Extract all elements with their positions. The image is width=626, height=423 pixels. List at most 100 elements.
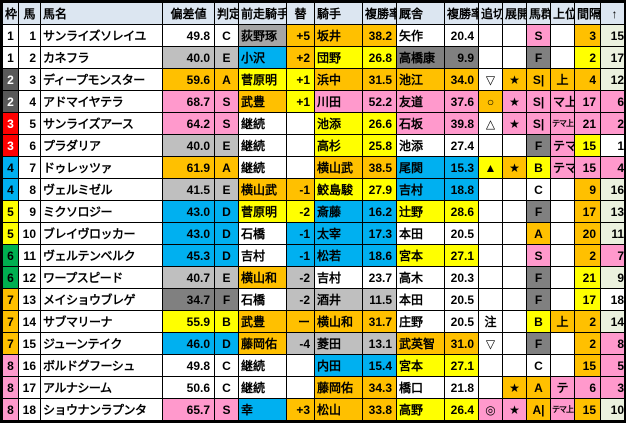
cell-pace-star bbox=[502, 266, 527, 289]
cell-jockey-place-rate: 18.6 bbox=[362, 244, 397, 267]
cell-workout-mark bbox=[478, 46, 503, 69]
cell-horse-number: 14 bbox=[18, 310, 41, 333]
cell-stable-place-rate: 34.0 bbox=[444, 68, 479, 91]
cell-grade: E bbox=[214, 134, 239, 157]
cell-change bbox=[286, 156, 315, 179]
cell-horse-name: ディープモンスター bbox=[40, 68, 163, 91]
cell-jockey: 川田 bbox=[314, 90, 363, 113]
cell-stable-place-rate: 26.4 bbox=[444, 398, 479, 421]
cell-top-mark: テマ上 bbox=[550, 398, 575, 421]
cell-workout-mark bbox=[478, 134, 503, 157]
cell-grade: E bbox=[214, 46, 239, 69]
cell-deviation: 49.8 bbox=[162, 354, 215, 377]
cell-up-rank: 1 bbox=[600, 134, 624, 157]
cell-jockey-place-rate: 31.7 bbox=[362, 310, 397, 333]
cell-pace-star: ★ bbox=[502, 68, 527, 91]
cell-jockey-place-rate: 38.2 bbox=[362, 24, 397, 47]
cell-prev-jockey: 横山和 bbox=[238, 266, 287, 289]
cell-interval: 21 bbox=[574, 112, 601, 135]
cell-interval: 17 bbox=[574, 90, 601, 113]
cell-grade: S bbox=[214, 90, 239, 113]
cell-horse-number: 15 bbox=[18, 332, 41, 355]
table-row: 1 2 カネフラ 40.0 E 小沢 +2 団野 26.8 高橋康 9.9 F 2 17 bbox=[2, 46, 624, 69]
cell-interval: 15 bbox=[574, 134, 601, 157]
cell-change: -4 bbox=[286, 332, 315, 355]
cell-stable-place-rate: 27.4 bbox=[444, 134, 479, 157]
cell-grade: D bbox=[214, 200, 239, 223]
cell-workout-mark: ▲ bbox=[478, 156, 503, 179]
cell-pace-star bbox=[502, 288, 527, 311]
table-row: 6 11 ヴェルテンベルク 45.3 D 吉村 -1 松若 18.6 宮本 27.1 S 2 7 bbox=[2, 244, 624, 267]
cell-horse-number: 4 bbox=[18, 90, 41, 113]
cell-workout-mark bbox=[478, 222, 503, 245]
cell-prev-jockey: 石橋 bbox=[238, 222, 287, 245]
cell-interval: 17 bbox=[574, 200, 601, 223]
col-header-stable-place-rate: 複勝率 bbox=[444, 2, 479, 25]
cell-top-mark bbox=[550, 46, 575, 69]
cell-stable-place-rate: 9.9 bbox=[444, 46, 479, 69]
table-row: 8 16 ボルドグフーシュ 49.8 C 継続 内田 15.4 宮本 27.1 C 15 5 bbox=[2, 354, 624, 377]
cell-up-rank: 12 bbox=[600, 68, 624, 91]
cell-stable-place-rate: 20.5 bbox=[444, 310, 479, 333]
cell-top-mark bbox=[550, 288, 575, 311]
cell-top-mark bbox=[550, 24, 575, 47]
cell-horse-number: 10 bbox=[18, 222, 41, 245]
cell-jockey-place-rate: 26.6 bbox=[362, 112, 397, 135]
cell-up-rank: 16 bbox=[600, 178, 624, 201]
cell-grade: B bbox=[214, 310, 239, 333]
col-header-horse-number: 馬 bbox=[18, 2, 41, 25]
cell-deviation: 43.0 bbox=[162, 200, 215, 223]
cell-jockey-place-rate: 52.2 bbox=[362, 90, 397, 113]
cell-deviation: 64.2 bbox=[162, 112, 215, 135]
cell-interval: 2 bbox=[574, 46, 601, 69]
cell-stable-place-rate: 37.6 bbox=[444, 90, 479, 113]
col-header-jockey: 騎手 bbox=[314, 2, 363, 25]
cell-grade: E bbox=[214, 178, 239, 201]
cell-deviation: 40.7 bbox=[162, 266, 215, 289]
cell-frame: 5 bbox=[2, 222, 19, 245]
cell-stable: 吉村 bbox=[396, 178, 445, 201]
col-header-prev-jockey: 前走騎手 bbox=[238, 2, 287, 25]
cell-jockey-place-rate: 38.5 bbox=[362, 156, 397, 179]
cell-prev-jockey: 菅原明 bbox=[238, 200, 287, 223]
cell-grade: E bbox=[214, 266, 239, 289]
cell-deviation: 41.5 bbox=[162, 178, 215, 201]
cell-change: -1 bbox=[286, 222, 315, 245]
table-row: 3 5 サンライズアース 64.2 S 継続 池添 26.6 石坂 39.8 △ ★ S| テマ上 21 2 bbox=[2, 112, 624, 135]
cell-deviation: 40.0 bbox=[162, 46, 215, 69]
cell-horse-number: 8 bbox=[18, 178, 41, 201]
cell-up-rank: 14 bbox=[600, 310, 624, 333]
cell-workout-mark bbox=[478, 288, 503, 311]
cell-change: +2 bbox=[286, 46, 315, 69]
cell-jockey-place-rate: 33.8 bbox=[362, 398, 397, 421]
cell-horse-number: 18 bbox=[18, 398, 41, 421]
cell-workout-mark bbox=[478, 178, 503, 201]
cell-position-letter: S bbox=[526, 24, 551, 47]
cell-workout-mark bbox=[478, 266, 503, 289]
cell-position-letter: A| bbox=[526, 398, 551, 421]
cell-stable-place-rate: 31.0 bbox=[444, 332, 479, 355]
cell-grade: D bbox=[214, 332, 239, 355]
cell-horse-number: 5 bbox=[18, 112, 41, 135]
cell-frame: 1 bbox=[2, 24, 19, 47]
cell-prev-jockey: 横山武 bbox=[238, 178, 287, 201]
cell-stable: 高野 bbox=[396, 398, 445, 421]
cell-pace-star: ★ bbox=[502, 398, 527, 421]
cell-pace-star: ★ bbox=[502, 376, 527, 399]
cell-up-rank: 5 bbox=[600, 354, 624, 377]
cell-interval: 2 bbox=[574, 244, 601, 267]
cell-deviation: 55.9 bbox=[162, 310, 215, 333]
cell-frame: 2 bbox=[2, 90, 19, 113]
cell-horse-name: ヴェルミゼル bbox=[40, 178, 163, 201]
cell-frame: 8 bbox=[2, 354, 19, 377]
cell-jockey: 藤岡佑 bbox=[314, 376, 363, 399]
cell-jockey-place-rate: 26.8 bbox=[362, 46, 397, 69]
cell-prev-jockey: 吉村 bbox=[238, 244, 287, 267]
cell-stable-place-rate: 27.1 bbox=[444, 244, 479, 267]
cell-grade: S bbox=[214, 112, 239, 135]
col-header-grade: 判定 bbox=[214, 2, 239, 25]
cell-pace-star bbox=[502, 354, 527, 377]
cell-pace-star bbox=[502, 200, 527, 223]
cell-stable-place-rate: 28.6 bbox=[444, 200, 479, 223]
